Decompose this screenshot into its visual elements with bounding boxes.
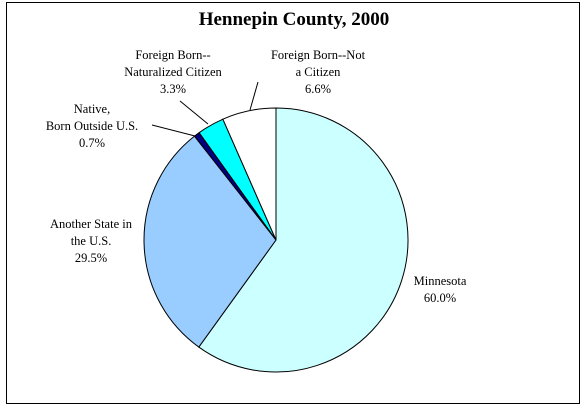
slice-foreign-born-not-citizen-label: Foreign Born--Not a Citizen 6.6% [271,48,366,96]
slice-native-born-outside-us-value-label: 0.7% [79,136,105,150]
slice-native-born-outside-us-leader-line [151,124,196,137]
slice-foreign-born-naturalized-leader-line [179,100,209,125]
chart-title: Hennepin County, 2000 [198,9,390,30]
slice-minnesota-value-label: 60.0% [424,291,456,305]
slice-foreign-born-naturalized-name-label: Naturalized Citizen [124,65,222,79]
leader-lines [151,81,259,137]
slice-foreign-born-naturalized-value-label: 3.3% [160,82,186,96]
slice-minnesota [198,107,409,373]
slice-foreign-born-naturalized-name-label: Foreign Born-- [135,48,210,62]
slice-foreign-born-not-citizen-name-label: a Citizen [296,65,342,79]
slice-minnesota-name-label: Minnesota [414,274,467,288]
slice-foreign-born-not-citizen-name-label: Foreign Born--Not [271,48,366,62]
slice-native-born-outside-us-name-label: Born Outside U.S. [46,119,138,133]
slice-native-born-outside-us-label: Native, Born Outside U.S. 0.7% [46,102,138,150]
slice-another-state-value-label: 29.5% [75,251,107,265]
slice-foreign-born-naturalized-label: Foreign Born-- Naturalized Citizen 3.3% [124,48,222,96]
slice-another-state-label: Another State in the U.S. 29.5% [50,217,133,265]
slice-another-state-name-label: the U.S. [71,234,112,248]
slice-another-state [143,135,277,348]
slice-foreign-born-not-citizen [222,107,277,241]
slice-minnesota-label: Minnesota 60.0% [414,274,467,305]
slice-native-born-outside-us-name-label: Native, [74,102,110,116]
pie-slices [143,107,409,373]
slice-foreign-born-not-citizen-value-label: 6.6% [305,82,331,96]
slice-foreign-born-not-citizen-leader-line [249,81,259,111]
slice-another-state-name-label: Another State in [50,217,133,231]
slice-labels: Minnesota 60.0% Another State in the U.S. 29… [46,48,467,305]
